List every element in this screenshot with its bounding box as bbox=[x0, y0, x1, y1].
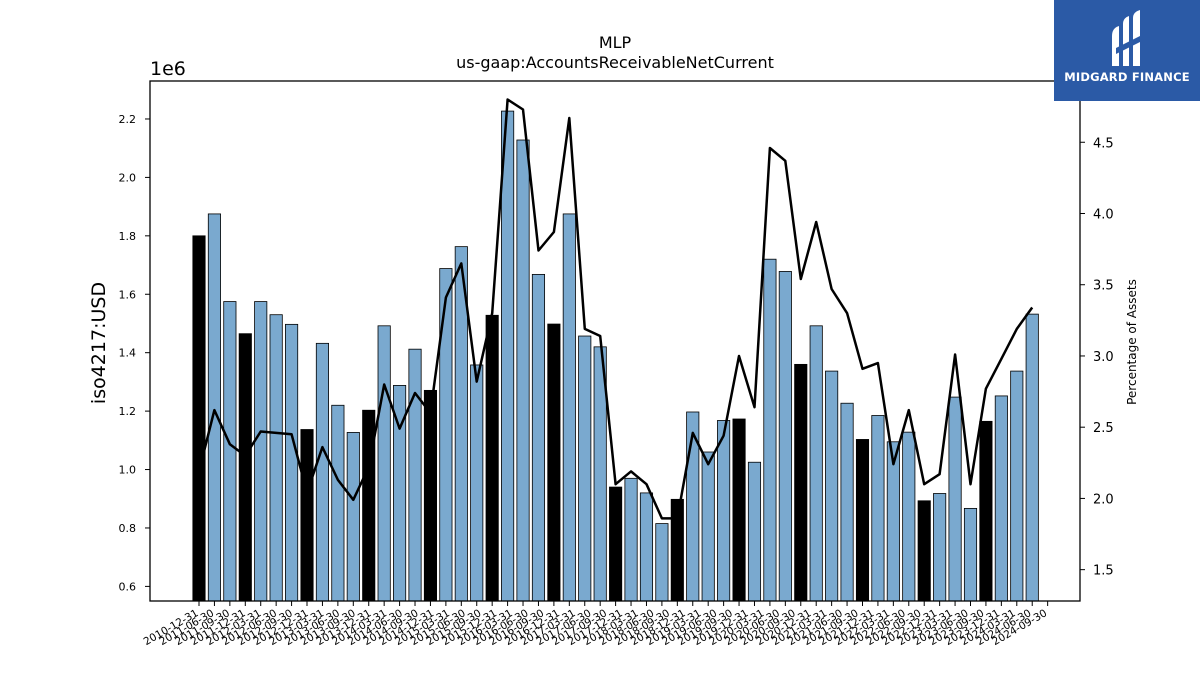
bar-2020-12-31 bbox=[809, 325, 823, 602]
pct-of-assets-line bbox=[197, 98, 1034, 520]
midgard-logo-mark-icon bbox=[1112, 10, 1144, 66]
bar-2015-06-30 bbox=[470, 364, 484, 602]
chart-title: MLP bbox=[599, 33, 632, 52]
bar-2020-03-31 bbox=[763, 258, 777, 602]
y-tick-label: 1.8 bbox=[119, 230, 137, 243]
plot-frame bbox=[149, 80, 1081, 602]
bar-2018-06-30 bbox=[655, 523, 669, 602]
bar-2016-12-31 bbox=[562, 213, 576, 602]
bar-2017-09-30 bbox=[609, 486, 623, 602]
y-axis-label: iso4217:USD bbox=[88, 282, 110, 404]
bar-2015-09-30 bbox=[485, 314, 499, 602]
bar-2015-12-31 bbox=[501, 110, 515, 602]
bar-2019-12-31 bbox=[747, 461, 762, 602]
y2-tick-label: 3.0 bbox=[1093, 350, 1114, 365]
y-tick-label: 1.2 bbox=[119, 405, 137, 418]
y2-tick-label: 2.5 bbox=[1093, 421, 1114, 436]
bar-2013-03-31 bbox=[331, 404, 345, 602]
y-axis: 0.6 0.8 1.0 1.2 1.4 1.6 1.8 2.0 2.2 bbox=[119, 113, 150, 593]
pct-line-group bbox=[197, 98, 1034, 520]
bar-2016-09-30 bbox=[547, 323, 561, 602]
bar-2014-09-30 bbox=[423, 389, 437, 602]
y-tick-label: 1.4 bbox=[119, 347, 137, 360]
bar-2012-09-30 bbox=[300, 429, 314, 602]
y2-tick-label: 3.5 bbox=[1093, 279, 1114, 294]
brand-logo: MIDGARD FINANCE bbox=[1054, 0, 1200, 101]
y-tick-label: 1.6 bbox=[119, 288, 137, 301]
chart-subtitle: us-gaap:AccountsReceivableNetCurrent bbox=[456, 53, 774, 72]
bar-2019-03-31 bbox=[701, 451, 715, 602]
y2-tick-label: 4.0 bbox=[1093, 207, 1114, 222]
bar-2014-12-31 bbox=[439, 268, 453, 602]
y-tick-label: 1.0 bbox=[119, 464, 137, 477]
y2-tick-label: 4.5 bbox=[1093, 136, 1114, 151]
bar-2022-12-31 bbox=[933, 493, 947, 602]
bar-2024-03-31 bbox=[1010, 370, 1024, 602]
y-tick-label: 2.2 bbox=[119, 113, 137, 126]
y2-tick-label: 2.0 bbox=[1093, 492, 1114, 507]
bar-2011-03-31 bbox=[207, 213, 221, 602]
bar-2010-12-31 bbox=[192, 235, 206, 602]
bar-2021-12-31 bbox=[871, 415, 885, 602]
bar-2018-03-31 bbox=[639, 492, 654, 602]
bar-2023-03-31 bbox=[948, 396, 962, 602]
bar-2014-06-30 bbox=[408, 348, 422, 602]
bar-2022-09-30 bbox=[917, 500, 931, 602]
bar-2021-09-30 bbox=[855, 439, 870, 602]
y2-axis-label: Percentage of Assets bbox=[1125, 279, 1139, 405]
bar-2023-09-30 bbox=[979, 420, 993, 602]
bar-2013-12-31 bbox=[377, 325, 391, 602]
logo-text: MIDGARD FINANCE bbox=[1064, 70, 1190, 84]
y-tick-label: 0.6 bbox=[119, 580, 137, 593]
y2-axis: 1.5 2.0 2.5 3.0 3.5 4.0 4.5 bbox=[1080, 136, 1114, 579]
bar-2022-06-30 bbox=[902, 431, 916, 602]
y-multiplier-label: 1e6 bbox=[150, 58, 186, 80]
bar-2016-03-31 bbox=[516, 139, 530, 602]
bar-2012-12-31 bbox=[315, 342, 329, 602]
y-tick-label: 0.8 bbox=[119, 522, 137, 535]
bar-2012-03-31 bbox=[269, 314, 283, 602]
bar-2017-03-31 bbox=[578, 335, 592, 602]
bar-2011-12-31 bbox=[254, 301, 268, 602]
bar-2023-06-30 bbox=[963, 507, 978, 602]
bar-2019-06-30 bbox=[717, 420, 731, 602]
y-tick-label: 2.0 bbox=[119, 171, 137, 184]
bar-2019-09-30 bbox=[732, 418, 746, 602]
bar-2021-06-30 bbox=[840, 402, 854, 602]
y2-tick-label: 1.5 bbox=[1093, 564, 1114, 579]
bar-2012-06-30 bbox=[285, 323, 299, 602]
bar-2011-06-30 bbox=[223, 301, 237, 602]
bar-2013-06-30 bbox=[346, 432, 360, 602]
bar-2017-12-31 bbox=[624, 477, 638, 602]
bar-2016-06-30 bbox=[531, 273, 546, 602]
bar-2024-06-30 bbox=[1025, 313, 1039, 602]
bar-2020-06-30 bbox=[778, 271, 792, 602]
bar-2011-09-30 bbox=[238, 333, 252, 602]
bar-2020-09-30 bbox=[794, 363, 808, 602]
bars-group bbox=[192, 110, 1039, 602]
bar-2021-03-31 bbox=[825, 370, 839, 602]
bar-2022-03-31 bbox=[886, 441, 900, 602]
bar-2023-12-31 bbox=[994, 395, 1008, 602]
x-axis: 2010-12-312011-06-302011-09-302011-12-31… bbox=[142, 601, 1049, 648]
